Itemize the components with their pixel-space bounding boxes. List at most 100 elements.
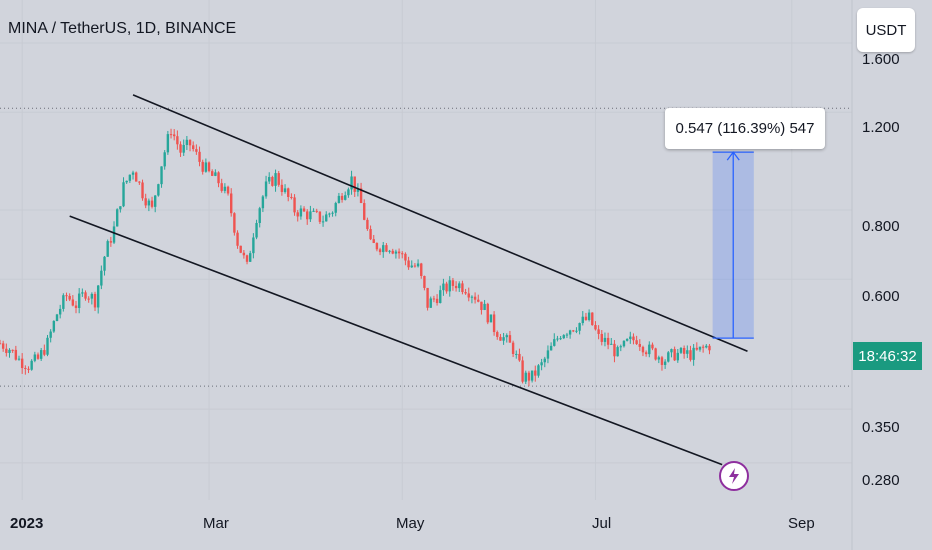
candle-body [594, 325, 597, 330]
candle-body [416, 263, 420, 267]
candle-body [277, 173, 280, 185]
candle-body [150, 200, 154, 207]
candle-body [606, 337, 610, 345]
candle-body [258, 208, 261, 223]
candle-body [470, 296, 474, 298]
candle-body [100, 270, 103, 286]
candle-body [442, 283, 445, 291]
candle-body [537, 365, 540, 376]
measure-arrow-head [726, 151, 740, 161]
candle-body [496, 332, 499, 337]
candle-body [90, 293, 94, 299]
candle-body [622, 340, 626, 347]
candle-body [315, 210, 318, 212]
candle-body [115, 209, 119, 227]
candle-body [591, 312, 594, 326]
candle-body [603, 337, 607, 342]
candle-body [546, 350, 550, 359]
candle-body [686, 350, 689, 354]
candle-body [318, 211, 322, 222]
candle-body [682, 347, 686, 354]
candle-body [68, 295, 71, 300]
candle-body [689, 350, 692, 360]
candle-body [638, 344, 641, 347]
candle-body [372, 239, 375, 243]
candle-body [226, 186, 230, 194]
candle-body [515, 353, 518, 355]
candle-body [36, 354, 40, 359]
candle-body [530, 370, 534, 381]
candle-body [511, 342, 515, 354]
candle-body [553, 339, 556, 346]
candle-body [157, 184, 160, 196]
candle-body [331, 212, 334, 214]
candle-body [366, 219, 369, 230]
candle-body [207, 162, 211, 172]
candle-body [458, 283, 461, 289]
candle-body [600, 333, 603, 342]
candle-body [378, 249, 382, 253]
candle-body [0, 343, 2, 345]
candle-body [429, 298, 432, 308]
candle-body [20, 358, 24, 368]
candle-body [274, 173, 277, 186]
candle-body [473, 296, 477, 300]
candle-body [350, 176, 353, 190]
candle-body [201, 161, 204, 172]
x-tick-label: Mar [203, 515, 229, 532]
candle-body [195, 149, 198, 152]
candle-body [188, 139, 192, 146]
candle-body [27, 368, 30, 370]
candle-body [464, 292, 467, 294]
candle-body [141, 182, 144, 199]
candle-body [435, 298, 439, 303]
candle-body [242, 252, 246, 256]
candle-body [280, 184, 284, 192]
candle-body [43, 350, 46, 355]
y-tick-label: 0.350 [862, 419, 900, 436]
candle-body [404, 253, 407, 261]
candle-body [477, 299, 480, 302]
candle-body [214, 172, 217, 176]
candle-body [587, 312, 591, 320]
y-tick-label: 0.280 [862, 472, 900, 489]
measure-tool[interactable] [712, 151, 754, 339]
candle-body [353, 176, 356, 192]
y-tick-label: 0.600 [862, 288, 900, 305]
candle-body [309, 211, 312, 220]
candle-body [413, 265, 417, 267]
candle-body [359, 188, 363, 204]
candle-body [489, 314, 493, 323]
candle-body [502, 337, 505, 341]
measure-label: 0.547 (116.39%) 547 [665, 108, 825, 149]
candle-body [369, 229, 372, 240]
candle-body [505, 335, 508, 338]
candle-body [575, 330, 578, 332]
candle-body [486, 303, 489, 323]
lightning-button[interactable] [719, 461, 749, 491]
candle-body [483, 303, 486, 311]
candle-body [423, 275, 426, 288]
candle-body [185, 139, 189, 145]
candle-body [283, 188, 287, 192]
candle-body [527, 372, 531, 381]
candle-body [71, 299, 75, 306]
y-tick-label: 1.600 [862, 51, 900, 68]
candle-body [252, 237, 255, 254]
candle-body [701, 346, 705, 348]
candle-body [325, 214, 328, 222]
candle-body [568, 330, 572, 335]
candle-body [103, 256, 106, 271]
candle-body [306, 211, 309, 220]
candle-body [499, 336, 502, 341]
currency-button[interactable]: USDT [857, 8, 915, 52]
lightning-icon [729, 468, 739, 484]
candle-body [166, 134, 170, 153]
candle-body [74, 305, 78, 308]
candle-body [363, 203, 366, 220]
x-tick-label: Sep [788, 515, 815, 532]
candle-body [337, 195, 341, 204]
candle-body [287, 188, 290, 197]
candle-body [616, 347, 619, 357]
